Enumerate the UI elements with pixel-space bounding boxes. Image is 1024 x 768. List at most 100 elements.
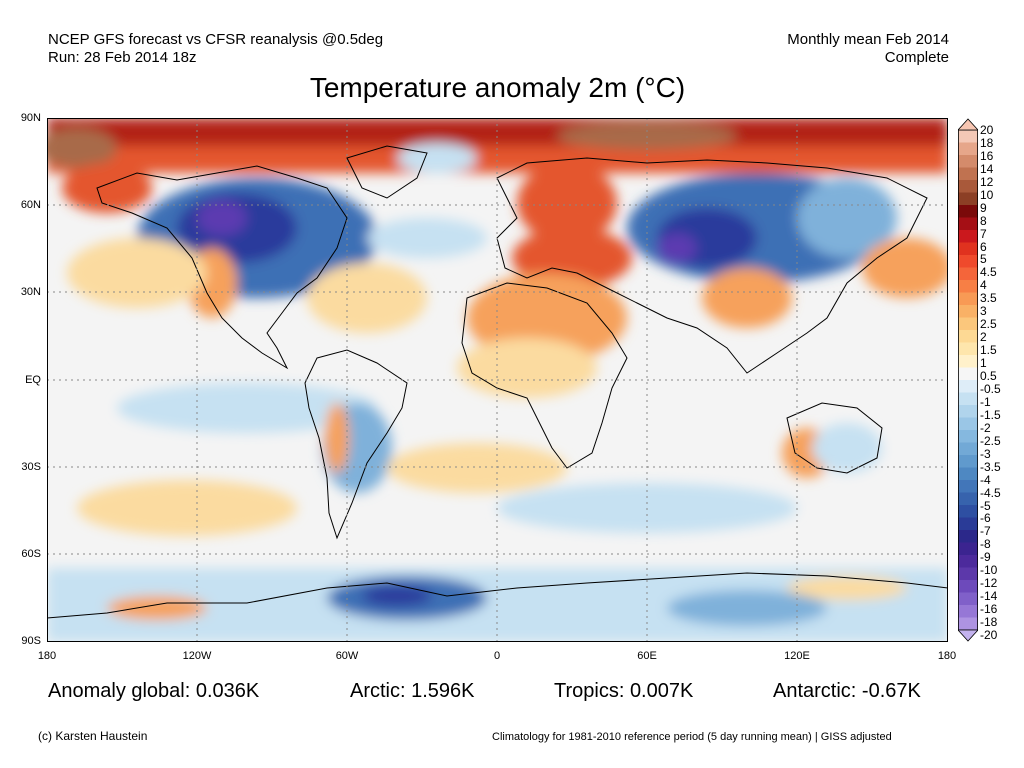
sahara-warm <box>457 338 597 398</box>
colorbar-label: 1 <box>980 356 987 371</box>
colorbar-cell <box>958 517 978 531</box>
scandinavia-warm <box>517 163 617 243</box>
arctic-brown-patch-west <box>47 128 117 168</box>
colorbar-cell <box>958 492 978 506</box>
lon-label-120w: 120W <box>182 650 212 662</box>
eurasia-coastline <box>496 157 928 374</box>
colorbar-cells <box>958 129 978 631</box>
east-asia-warm <box>702 268 792 328</box>
colorbar-label: 2.5 <box>980 317 997 332</box>
north-atlantic-cool <box>367 218 487 258</box>
colorbar-cell <box>958 567 978 581</box>
central-asia-purple-core <box>657 233 697 263</box>
north-america-coastline <box>96 165 348 370</box>
australia-coastline <box>786 402 883 474</box>
colorbar-label: -4.5 <box>980 485 1001 500</box>
lon-label-180e: 180 <box>937 650 957 662</box>
colorbar-cell <box>958 380 978 393</box>
colorbar-label: -1 <box>980 394 991 409</box>
stat-arctic: Arctic: 1.596K <box>350 680 475 702</box>
temperature-anomaly-map <box>47 118 948 642</box>
colorbar-cell <box>958 505 978 518</box>
colorbar-label: 8 <box>980 213 987 228</box>
colorbar-label: 2 <box>980 330 987 345</box>
colorbar-label: -5 <box>980 498 991 513</box>
colorbar-label: -6 <box>980 511 991 526</box>
lat-label-60s: 60S <box>21 548 41 560</box>
south-atlantic-warm <box>387 443 567 493</box>
anomaly-field <box>47 118 948 642</box>
colorbar-label: -0.5 <box>980 381 1001 396</box>
colorbar-cell <box>958 142 978 156</box>
colorbar-label: 6 <box>980 239 987 254</box>
lat-label-90s: 90S <box>21 635 41 647</box>
colorbar-label: 3 <box>980 304 987 319</box>
colorbar-label: -14 <box>980 589 998 604</box>
colorbar-label: 9 <box>980 200 987 215</box>
lon-label-60w: 60W <box>335 650 359 662</box>
colorbar-cell <box>958 355 978 368</box>
lon-label-120e: 120E <box>784 650 810 662</box>
colorbar-cell <box>958 317 978 331</box>
colorbar-label: 20 <box>980 123 994 137</box>
colorbar-label: -2 <box>980 420 991 435</box>
colorbar-label: -12 <box>980 576 998 591</box>
south-america-warm-coast <box>325 403 349 473</box>
colorbar <box>958 118 978 642</box>
lat-label-60n: 60N <box>20 199 41 211</box>
colorbar-cell <box>958 617 978 631</box>
colorbar-cell <box>958 342 978 356</box>
colorbar-cell <box>958 280 978 293</box>
climatology-note: Climatology for 1981-2010 reference peri… <box>492 731 892 743</box>
colorbar-cell <box>958 167 978 181</box>
colorbar-label: 16 <box>980 148 994 163</box>
colorbar-cell <box>958 605 978 618</box>
colorbar-cell <box>958 155 978 168</box>
colorbar-cell <box>958 217 978 231</box>
colorbar-label: 3.5 <box>980 291 997 306</box>
south-america-coastline <box>304 349 408 540</box>
tropical-pacific-cool <box>117 383 377 433</box>
colorbar-label: -4 <box>980 472 991 487</box>
colorbar-cell <box>958 430 978 443</box>
colorbar-label: 0.5 <box>980 369 997 384</box>
colorbar-label: -10 <box>980 563 998 578</box>
credit-text: (c) Karsten Haustein <box>38 729 148 743</box>
colorbar-cell <box>958 530 978 543</box>
lon-label-180w: 180 <box>37 650 57 662</box>
colorbar-label: -9 <box>980 550 991 565</box>
colorbar-label: -3.5 <box>980 459 1001 474</box>
lon-label-0: 0 <box>493 650 501 662</box>
map-title: Temperature anomaly 2m (°C) <box>309 72 686 103</box>
colorbar-cell <box>958 467 978 481</box>
period-info: Monthly mean Feb 2014 Complete <box>787 31 949 67</box>
lon-label-60e: 60E <box>637 650 657 662</box>
colorbar-cell <box>958 305 978 318</box>
australia-cool <box>812 423 882 473</box>
period-label: Monthly mean Feb 2014 <box>787 31 949 48</box>
gridlines <box>47 118 948 642</box>
colorbar-cell <box>958 205 978 218</box>
colorbar-cell <box>958 542 978 556</box>
lat-label-90n: 90N <box>20 112 41 124</box>
status-label: Complete <box>884 49 949 66</box>
colorbar-label: -1.5 <box>980 407 1001 422</box>
colorbar-label: 7 <box>980 226 987 241</box>
north-atlantic-warm <box>307 263 427 333</box>
colorbar-cell <box>958 455 978 468</box>
colorbar-label: 1.5 <box>980 343 997 358</box>
colorbar-cell <box>958 555 978 568</box>
colorbar-cell <box>958 255 978 268</box>
antarctic-warm-east <box>787 576 907 600</box>
map-frame <box>47 118 948 642</box>
africa-coastline <box>461 282 628 469</box>
colorbar-label: 10 <box>980 187 994 202</box>
colorbar-cell <box>958 367 978 381</box>
stat-tropics: Tropics: 0.007K <box>554 680 694 702</box>
colorbar-label: -16 <box>980 602 998 617</box>
north-pacific-warm <box>67 238 207 308</box>
colorbar-cell <box>958 180 978 193</box>
colorbar-label: 12 <box>980 174 994 189</box>
colorbar-label: 4 <box>980 278 987 293</box>
run-time: Run: 28 Feb 2014 18z <box>48 49 197 66</box>
